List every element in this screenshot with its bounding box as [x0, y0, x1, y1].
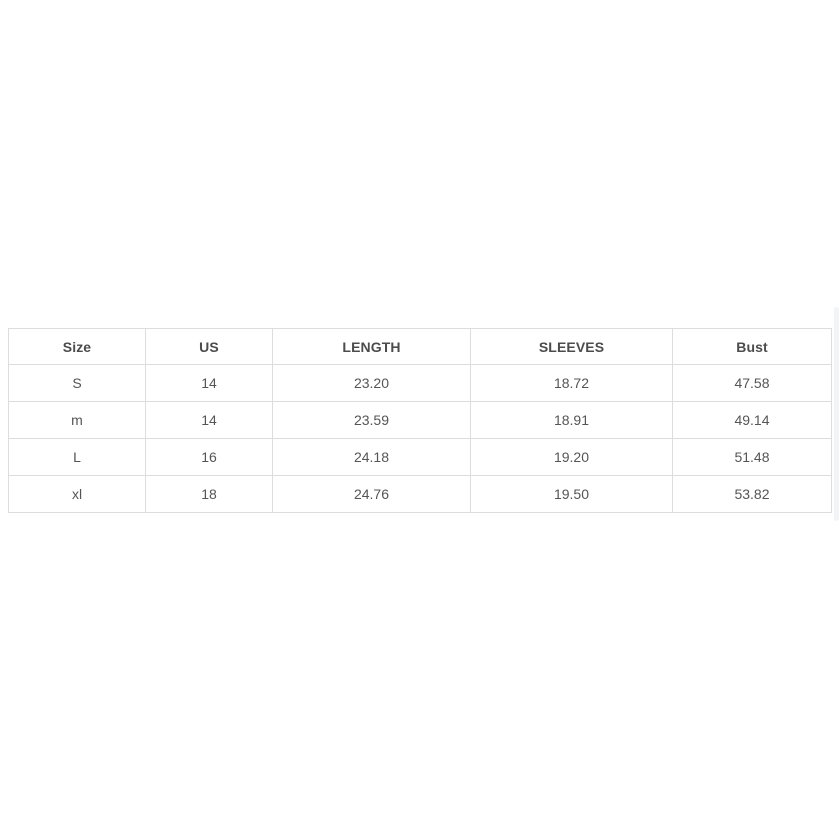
table-row: m 14 23.59 18.91 49.14: [8, 401, 832, 439]
cell-sleeves: 19.50: [470, 475, 673, 513]
cell-bust: 49.14: [672, 401, 832, 439]
column-header-length: LENGTH: [272, 328, 471, 365]
column-header-us: US: [145, 328, 273, 365]
scrollbar-track[interactable]: [834, 307, 839, 521]
column-header-sleeves: SLEEVES: [470, 328, 673, 365]
cell-size: L: [8, 438, 146, 476]
table-row: xl 18 24.76 19.50 53.82: [8, 475, 832, 513]
cell-bust: 51.48: [672, 438, 832, 476]
table-header-row: Size US LENGTH SLEEVES Bust: [8, 328, 832, 365]
column-header-bust: Bust: [672, 328, 832, 365]
cell-us: 16: [145, 438, 273, 476]
cell-bust: 47.58: [672, 364, 832, 402]
cell-size: m: [8, 401, 146, 439]
column-header-size: Size: [8, 328, 146, 365]
cell-length: 23.20: [272, 364, 471, 402]
cell-us: 14: [145, 401, 273, 439]
cell-sleeves: 19.20: [470, 438, 673, 476]
size-chart-table: Size US LENGTH SLEEVES Bust S 14 23.20 1…: [8, 328, 832, 513]
cell-length: 24.18: [272, 438, 471, 476]
cell-us: 14: [145, 364, 273, 402]
cell-sleeves: 18.91: [470, 401, 673, 439]
cell-us: 18: [145, 475, 273, 513]
cell-size: xl: [8, 475, 146, 513]
cell-length: 24.76: [272, 475, 471, 513]
cell-sleeves: 18.72: [470, 364, 673, 402]
cell-bust: 53.82: [672, 475, 832, 513]
cell-size: S: [8, 364, 146, 402]
size-chart-section: Size US LENGTH SLEEVES Bust S 14 23.20 1…: [8, 328, 832, 513]
cell-length: 23.59: [272, 401, 471, 439]
table-row: S 14 23.20 18.72 47.58: [8, 364, 832, 402]
table-row: L 16 24.18 19.20 51.48: [8, 438, 832, 476]
